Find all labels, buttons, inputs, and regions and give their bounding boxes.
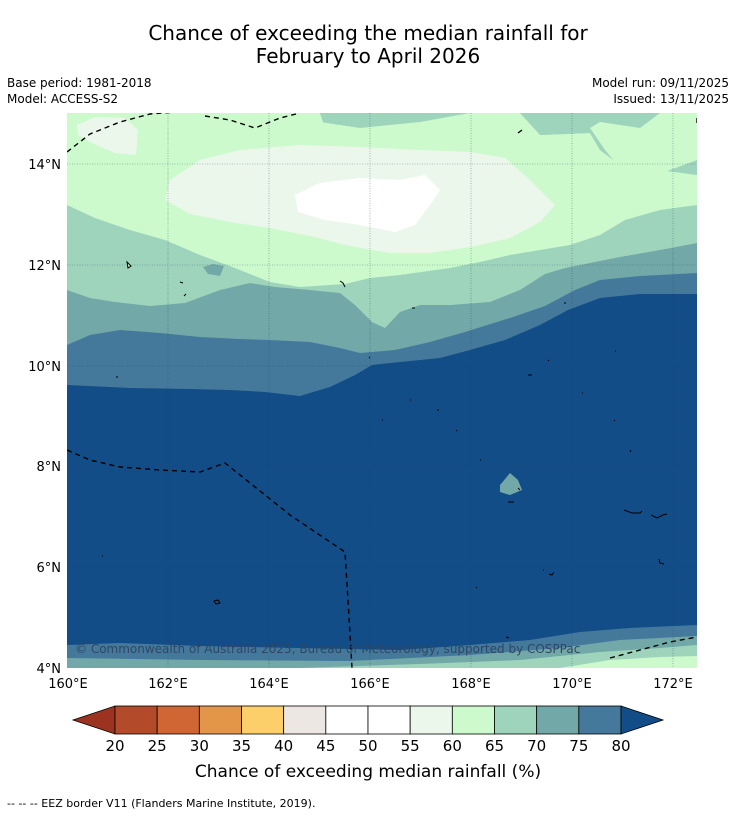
zone-60-65-northwest [200, 113, 540, 142]
lat-label-8n: 8°N [37, 460, 62, 475]
copyright-text: © Commonwealth of Australia 2025, Bureau… [75, 642, 580, 656]
colorbar-tick-label: 70 [527, 737, 546, 755]
colorbar-cell [156, 705, 200, 735]
issued-date: Issued: 13/11/2025 [613, 92, 729, 106]
lat-labels: 14°N 12°N 10°N 8°N 6°N 4°N [28, 158, 61, 677]
zone-60-65-northeast [590, 113, 697, 182]
zone-55-60-south [560, 656, 697, 668]
eez-footnote: -- -- -- EEZ border V11 (Flanders Marine… [7, 797, 316, 810]
colorbar-cell [494, 705, 538, 735]
lon-label-164e: 164°E [249, 677, 289, 692]
colorbar-tick-label: 60 [443, 737, 462, 755]
lon-label-160e: 160°E [48, 677, 88, 692]
map-title: Chance of exceeding the median rainfall … [0, 22, 736, 68]
meta-left: Base period: 1981-2018 Model: ACCESS-S2 [7, 75, 152, 107]
colorbar-under-arrow [71, 705, 116, 735]
eez-border [67, 113, 697, 668]
zone-75-80-islet [500, 473, 522, 495]
colorbar-tick-label: 75 [569, 737, 588, 755]
colorbar-tick-label: 20 [105, 737, 124, 755]
colorbar-cell [409, 705, 453, 735]
graticule [67, 113, 697, 668]
islands [102, 260, 668, 639]
colorbar-cell [241, 705, 285, 735]
model-name: Model: ACCESS-S2 [7, 92, 119, 106]
lon-label-168e: 168°E [451, 677, 491, 692]
colorbar-tick-label: 25 [148, 737, 167, 755]
zone-70-75-islet [203, 264, 224, 276]
lat-label-14n: 14°N [28, 158, 61, 173]
colorbar-tick-label: 80 [611, 737, 630, 755]
colorbar-tick-label: 40 [274, 737, 293, 755]
colorbar-cell [536, 705, 580, 735]
lon-label-170e: 170°E [552, 677, 592, 692]
colorbar-cells [114, 705, 622, 735]
colorbar-title: Chance of exceeding median rainfall (%) [194, 762, 542, 782]
colorbar-tick-label: 35 [232, 737, 251, 755]
zone-55-60-nw [77, 117, 138, 155]
colorbar-tick-label: 55 [401, 737, 420, 755]
lon-label-166e: 166°E [350, 677, 390, 692]
colorbar-cell [325, 705, 369, 735]
colorbar-ticks: 20 25 30 35 40 45 50 55 60 65 70 75 80 [105, 737, 630, 755]
colorbar-tick-label: 45 [316, 737, 335, 755]
meta-right: Model run: 09/11/2025 Issued: 13/11/2025 [592, 75, 729, 107]
rainfall-map: © Commonwealth of Australia 2025, Bureau… [67, 113, 697, 668]
lat-label-4n: 4°N [37, 662, 62, 677]
lon-label-172e: 172°E [653, 677, 693, 692]
colorbar-tick-label: 30 [190, 737, 209, 755]
title-line-1: Chance of exceeding the median rainfall … [148, 21, 588, 45]
colorbar-cell [451, 705, 495, 735]
colorbar: 20 25 30 35 40 45 50 55 60 65 70 75 80 [71, 705, 665, 755]
lon-label-162e: 162°E [148, 677, 188, 692]
colorbar-cell [283, 705, 327, 735]
colorbar-cell [367, 705, 411, 735]
model-run: Model run: 09/11/2025 [591, 76, 729, 90]
colorbar-tick-label: 50 [358, 737, 377, 755]
title-line-2: February to April 2026 [255, 44, 481, 68]
colorbar-cell [198, 705, 242, 735]
colorbar-cell [578, 705, 622, 735]
lon-labels: 160°E 162°E 164°E 166°E 168°E 170°E 172°… [48, 677, 693, 692]
colorbar-over-arrow [620, 705, 665, 735]
base-period: Base period: 1981-2018 [7, 76, 152, 90]
zone-50-55 [295, 175, 440, 232]
lat-label-10n: 10°N [28, 360, 61, 375]
lat-label-6n: 6°N [37, 561, 62, 576]
colorbar-cell [114, 705, 158, 735]
lat-label-12n: 12°N [28, 259, 61, 274]
colorbar-tick-label: 65 [485, 737, 504, 755]
